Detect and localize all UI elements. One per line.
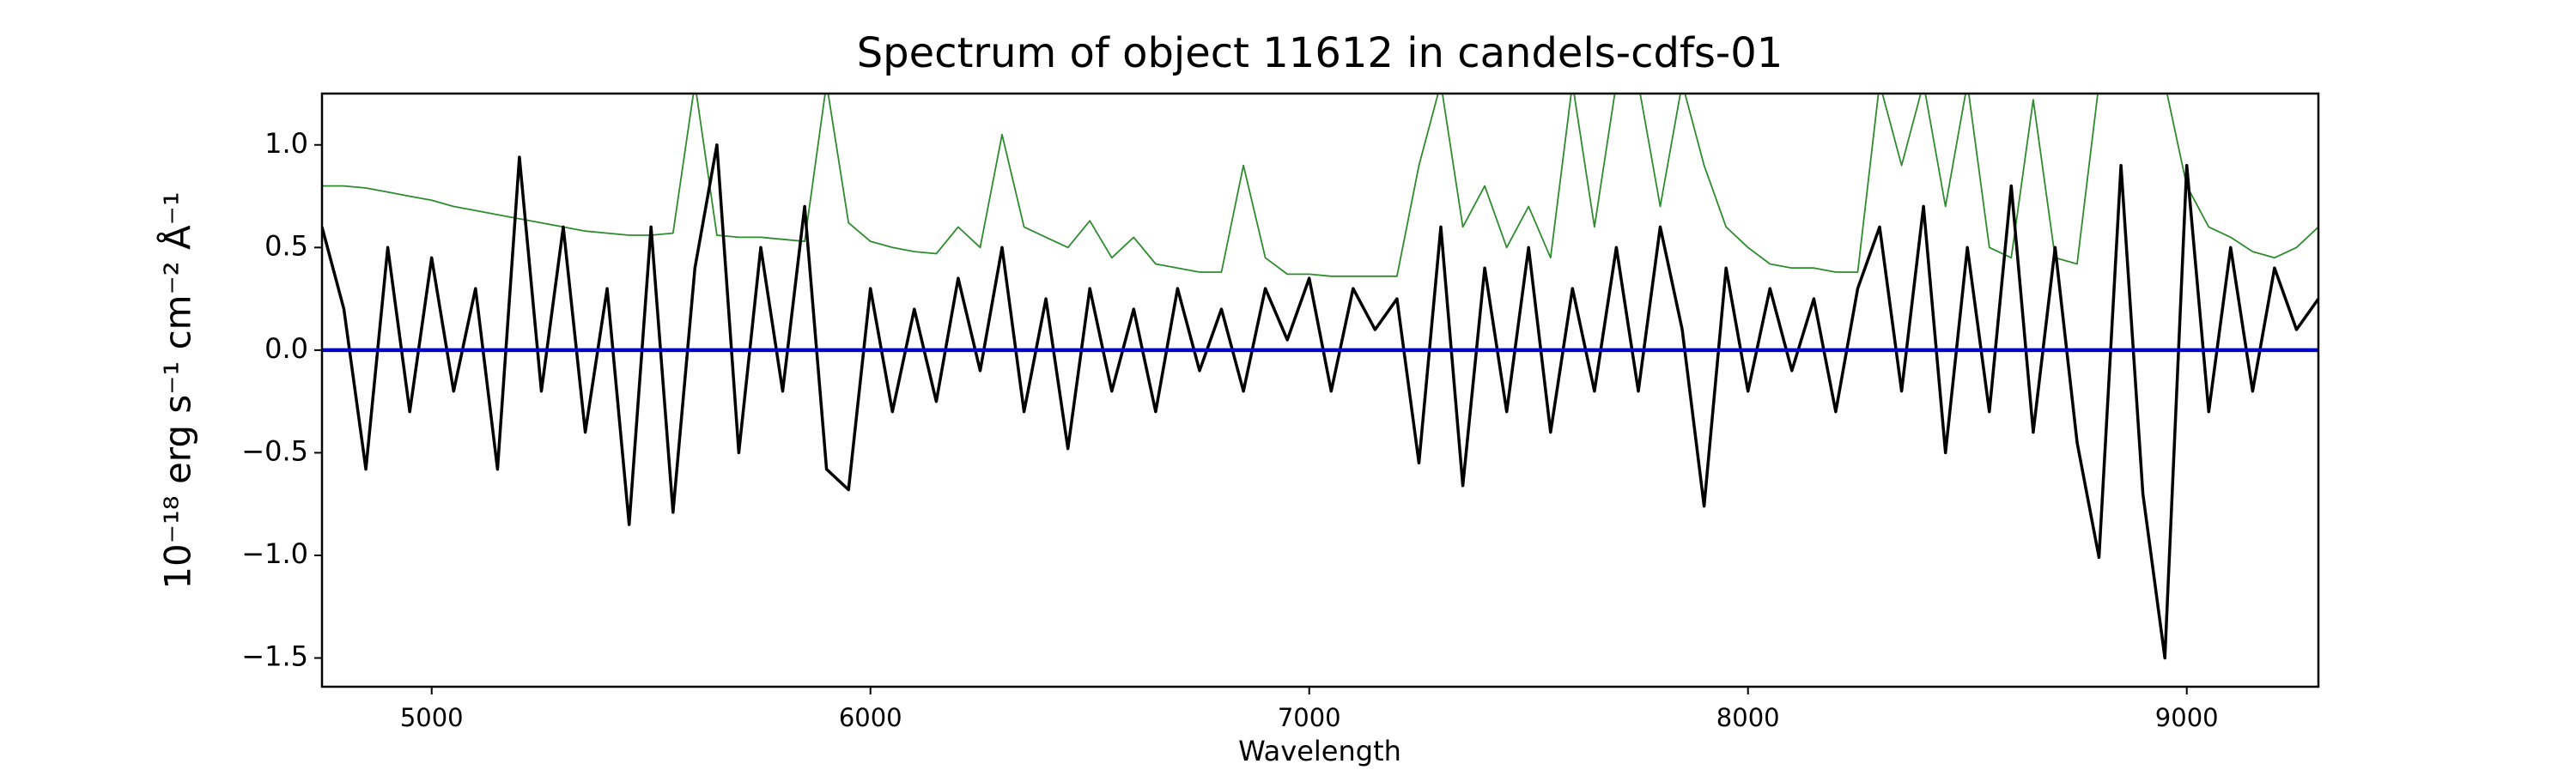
x-axis-label: Wavelength [1238, 735, 1401, 767]
y-axis-label: 10⁻¹⁸ erg s⁻¹ cm⁻² Å⁻¹ [156, 191, 199, 589]
x-tick-label: 7000 [1278, 703, 1341, 732]
y-tick-label: −0.5 [241, 434, 308, 467]
spectrum-line [322, 94, 2318, 277]
y-tick-label: −1.0 [241, 537, 308, 570]
x-tick-label: 9000 [2155, 703, 2219, 732]
y-tick-label: 0.0 [264, 332, 308, 365]
x-tick-label: 5000 [400, 703, 464, 732]
y-tick-label: 0.5 [264, 229, 308, 262]
axes-frame [320, 92, 2320, 688]
chart-title: Spectrum of object 11612 in candels-cdfs… [857, 29, 1783, 77]
plot-area [322, 94, 2318, 660]
x-tick-label: 6000 [839, 703, 902, 732]
y-tick-label: −1.5 [241, 640, 308, 673]
x-tick-label: 8000 [1716, 703, 1780, 732]
y-tick-label: 1.0 [264, 127, 308, 160]
spectrum-line [322, 143, 2318, 660]
